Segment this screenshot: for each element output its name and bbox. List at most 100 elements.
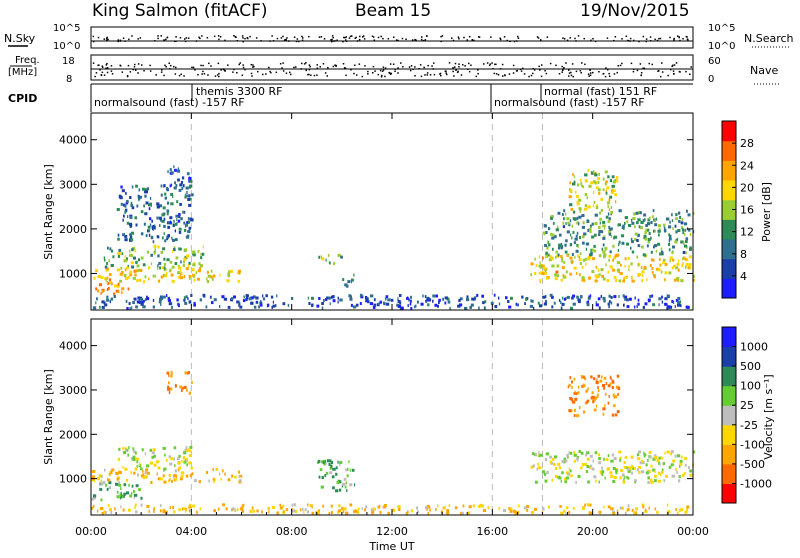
echo-cell: [677, 268, 680, 272]
echo-cell: [434, 303, 438, 307]
echo-cell: [178, 188, 182, 192]
echo-cell: [153, 507, 155, 511]
echo-cell: [125, 299, 128, 303]
echo-cell: [680, 240, 684, 244]
echo-cell: [526, 508, 529, 512]
echo-cell: [119, 493, 121, 497]
freq-point: [372, 65, 375, 68]
echo-cell: [657, 229, 661, 233]
echo-cell: [118, 483, 121, 487]
echo-cell: [321, 476, 324, 480]
echo-cell: [568, 510, 571, 514]
echo-cell: [594, 213, 598, 217]
echo-cell: [582, 507, 585, 510]
echo-cell: [581, 276, 585, 280]
echo-cell: [160, 295, 163, 299]
echo-cell: [180, 217, 183, 221]
echo-cell: [608, 225, 611, 229]
echo-cell: [166, 294, 168, 297]
echo-cell: [654, 456, 658, 459]
echo-cell: [612, 258, 614, 262]
freq-point: [106, 62, 108, 65]
echo-cell: [617, 248, 620, 252]
freq-point: [275, 71, 278, 74]
echo-cell: [680, 508, 684, 512]
echo-cell: [658, 303, 660, 307]
echo-cell: [176, 298, 179, 302]
echo-cell: [684, 265, 687, 269]
echo-cell: [309, 504, 313, 507]
echo-cell: [548, 243, 551, 247]
echo-cell: [165, 458, 168, 462]
nsky-point: [348, 37, 351, 39]
echo-cell: [575, 392, 578, 396]
echo-cell: [622, 294, 625, 298]
echo-cell: [531, 299, 534, 303]
freq-point: [568, 69, 570, 71]
echo-cell: [170, 268, 172, 272]
freq-point: [477, 72, 479, 75]
echo-cell: [470, 303, 474, 307]
echo-cell: [219, 305, 221, 308]
echo-cell: [145, 468, 148, 472]
echo-cell: [574, 237, 578, 241]
echo-cell: [540, 453, 543, 457]
echo-cell: [175, 474, 178, 478]
echo-cell: [295, 510, 298, 513]
echo-cell: [135, 451, 137, 455]
freq-point: [580, 72, 582, 74]
echo-cell: [178, 215, 180, 218]
freq-tick-bottom: 8: [66, 74, 72, 85]
echo-cell: [93, 276, 96, 280]
echo-cell: [158, 204, 163, 208]
nsky-point: [342, 40, 344, 43]
echo-cell: [176, 169, 181, 173]
colorbar-step: [722, 121, 736, 142]
echo-cell: [567, 221, 570, 225]
echo-cell: [183, 385, 187, 389]
echo-cell: [651, 294, 654, 298]
echo-cell: [177, 468, 180, 472]
freq-point: [308, 64, 311, 66]
echo-cell: [101, 300, 105, 304]
echo-cell: [126, 448, 129, 452]
nsky-point: [331, 35, 334, 37]
echo-cell: [542, 231, 546, 235]
echo-cell: [670, 463, 674, 467]
echo-cell: [101, 305, 105, 309]
echo-cell: [184, 256, 188, 260]
echo-cell: [596, 186, 599, 190]
echo-cell: [150, 236, 154, 240]
echo-cell: [563, 509, 566, 513]
nsky-point: [638, 40, 640, 43]
echo-cell: [664, 228, 667, 232]
freq-point: [281, 67, 283, 69]
echo-cell: [178, 508, 181, 512]
echo-cell: [120, 202, 123, 206]
echo-cell: [684, 456, 687, 460]
freq-point: [545, 72, 548, 75]
echo-cell: [170, 202, 174, 206]
echo-cell: [397, 505, 401, 509]
freq-point: [202, 64, 204, 67]
echo-cell: [146, 297, 150, 301]
echo-cell: [145, 212, 148, 216]
echo-cell: [242, 505, 244, 509]
echo-cell: [188, 509, 191, 513]
freq-point: [497, 74, 500, 76]
colorbar-tick-label: 100: [740, 380, 761, 393]
echo-cell: [677, 229, 681, 232]
nsky-point: [373, 39, 376, 41]
freq-point: [579, 70, 582, 72]
echo-cell: [373, 298, 376, 302]
echo-cell: [591, 235, 595, 239]
echo-cell: [671, 213, 673, 217]
echo-cell: [198, 480, 201, 484]
echo-cell: [572, 182, 576, 186]
echo-cell: [255, 300, 259, 304]
nsky-point: [673, 37, 675, 40]
echo-cell: [177, 219, 181, 223]
freq-point: [110, 65, 113, 67]
echo-cell: [582, 241, 585, 245]
echo-cell: [199, 507, 202, 511]
